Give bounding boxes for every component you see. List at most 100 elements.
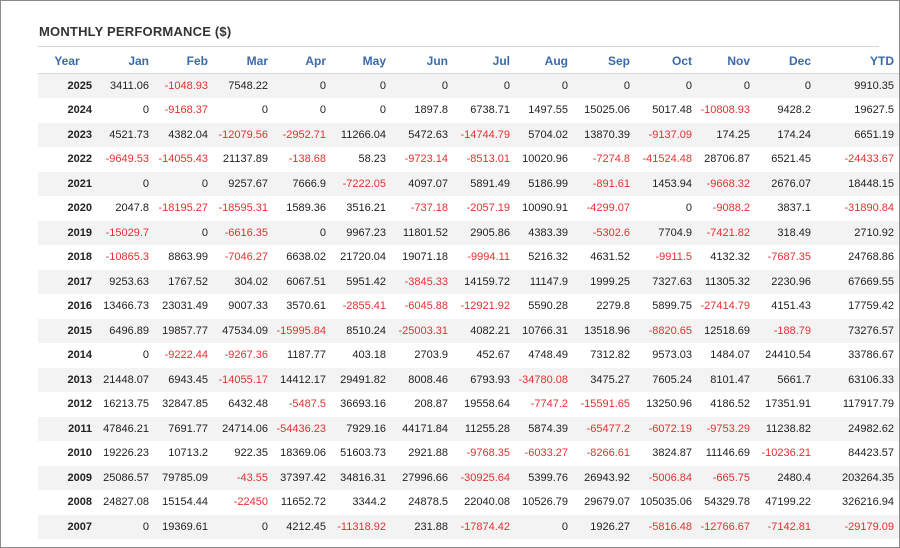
month-value-cell: -9222.44: [154, 343, 213, 368]
year-cell: 2021: [38, 171, 96, 197]
year-cell: 2025: [38, 73, 96, 99]
month-value-cell: 9967.23: [331, 220, 391, 246]
month-value-cell: -6072.19: [635, 416, 697, 442]
month-value-cell: -2057.19: [453, 196, 515, 221]
table-row: 2019 -15029.7 0 -6616.35 0 9967.23 11801.52 290…: [38, 220, 899, 246]
month-value-cell: 4132.32: [697, 245, 755, 270]
month-value-cell: 9428.2: [755, 98, 816, 123]
month-value-cell: 3516.21: [331, 196, 391, 221]
month-value-cell: 8863.99: [154, 245, 213, 270]
month-value-cell: 0: [96, 171, 154, 197]
month-value-cell: 0: [697, 73, 755, 99]
month-value-cell: 13466.73: [96, 294, 154, 319]
month-value-cell: 6638.02: [273, 245, 331, 270]
month-value-cell: -5487.5: [273, 392, 331, 417]
ytd-cell: 19627.5: [816, 98, 899, 123]
table-row: 2025 3411.06 -1048.93 7548.22 0 0 0 0 0 0 0 0 0 9910.…: [38, 73, 899, 99]
table-row: 2007 0 19369.61 0 4212.45 -11318.92 231.88 -178…: [38, 514, 899, 540]
month-value-cell: 16213.75: [96, 392, 154, 417]
month-value-cell: 1926.27: [573, 514, 635, 540]
month-value-cell: 14159.72: [453, 269, 515, 295]
month-value-cell: 6432.48: [213, 392, 273, 417]
month-value-cell: 0: [635, 73, 697, 99]
month-value-cell: -65477.2: [573, 416, 635, 442]
month-value-cell: 13870.39: [573, 122, 635, 148]
ytd-cell: 73276.57: [816, 318, 899, 344]
month-value-cell: 452.67: [453, 343, 515, 368]
month-value-cell: -7046.27: [213, 245, 273, 270]
month-value-cell: 5951.42: [331, 269, 391, 295]
month-value-cell: 0: [515, 73, 573, 99]
monthly-performance-table: Year Jan Feb Mar Apr May Jun Jul Aug Sep Oct Nov Dec…: [38, 48, 899, 540]
table-row: 2016 13466.73 23031.49 9007.33 3570.61 -2855.…: [38, 294, 899, 319]
column-header-may: May: [331, 48, 391, 74]
month-value-cell: -5302.6: [573, 220, 635, 246]
month-value-cell: -18595.31: [213, 196, 273, 221]
month-value-cell: -14055.17: [213, 367, 273, 393]
month-value-cell: -9753.29: [697, 416, 755, 442]
month-value-cell: 9253.63: [96, 269, 154, 295]
month-value-cell: -14055.43: [154, 147, 213, 172]
month-value-cell: 8008.46: [391, 367, 453, 393]
year-cell: 2017: [38, 269, 96, 295]
table-row: 2010 19226.23 10713.2 922.35 18369.06 51603.7…: [38, 441, 899, 466]
month-value-cell: 23031.49: [154, 294, 213, 319]
ytd-cell: 67669.55: [816, 269, 899, 295]
month-value-cell: 304.02: [213, 269, 273, 295]
column-header-ytd: YTD: [816, 48, 899, 74]
month-value-cell: -27414.79: [697, 294, 755, 319]
month-value-cell: 5891.49: [453, 171, 515, 197]
month-value-cell: 7691.77: [154, 416, 213, 442]
column-header-feb: Feb: [154, 48, 213, 74]
month-value-cell: 54329.78: [697, 490, 755, 515]
month-value-cell: -9723.14: [391, 147, 453, 172]
ytd-cell: 9910.35: [816, 73, 899, 99]
table-row: 2021 0 0 9257.67 7666.9 -7222.05 4097.07 5891.4…: [38, 171, 899, 197]
month-value-cell: 1897.8: [391, 98, 453, 123]
month-value-cell: 5216.32: [515, 245, 573, 270]
month-value-cell: -15995.84: [273, 318, 331, 344]
month-value-cell: 4097.07: [391, 171, 453, 197]
month-value-cell: 0: [573, 73, 635, 99]
ytd-cell: 63106.33: [816, 367, 899, 393]
month-value-cell: -9911.5: [635, 245, 697, 270]
month-value-cell: 10020.96: [515, 147, 573, 172]
month-value-cell: 10090.91: [515, 196, 573, 221]
month-value-cell: 9257.67: [213, 171, 273, 197]
month-value-cell: 22040.08: [453, 490, 515, 515]
month-value-cell: -6033.27: [515, 441, 573, 466]
month-value-cell: -43.55: [213, 465, 273, 491]
month-value-cell: -9649.53: [96, 147, 154, 172]
month-value-cell: 24878.5: [391, 490, 453, 515]
month-value-cell: 7605.24: [635, 367, 697, 393]
month-value-cell: -891.61: [573, 171, 635, 197]
month-value-cell: -12079.56: [213, 122, 273, 148]
month-value-cell: 8101.47: [697, 367, 755, 393]
year-cell: 2015: [38, 318, 96, 344]
ytd-cell: 17759.42: [816, 294, 899, 319]
month-value-cell: 0: [755, 73, 816, 99]
month-value-cell: 403.18: [331, 343, 391, 368]
month-value-cell: 3475.27: [573, 367, 635, 393]
table-row: 2014 0 -9222.44 -9267.36 1187.77 403.18 2703.9…: [38, 343, 899, 368]
month-value-cell: 34816.31: [331, 465, 391, 491]
month-value-cell: -25003.31: [391, 318, 453, 344]
month-value-cell: 0: [273, 98, 331, 123]
ytd-cell: -29179.09: [816, 514, 899, 540]
month-value-cell: -15591.65: [573, 392, 635, 417]
month-value-cell: 0: [213, 98, 273, 123]
month-value-cell: 1484.07: [697, 343, 755, 368]
month-value-cell: -7142.81: [755, 514, 816, 540]
month-value-cell: 3344.2: [331, 490, 391, 515]
month-value-cell: -1048.93: [154, 73, 213, 99]
month-value-cell: 4748.49: [515, 343, 573, 368]
month-value-cell: -9168.37: [154, 98, 213, 123]
month-value-cell: 11238.82: [755, 416, 816, 442]
month-value-cell: 11652.72: [273, 490, 331, 515]
month-value-cell: 10766.31: [515, 318, 573, 344]
month-value-cell: 19558.64: [453, 392, 515, 417]
month-value-cell: 21137.89: [213, 147, 273, 172]
month-value-cell: 4631.52: [573, 245, 635, 270]
column-header-jun: Jun: [391, 48, 453, 74]
column-header-nov: Nov: [697, 48, 755, 74]
